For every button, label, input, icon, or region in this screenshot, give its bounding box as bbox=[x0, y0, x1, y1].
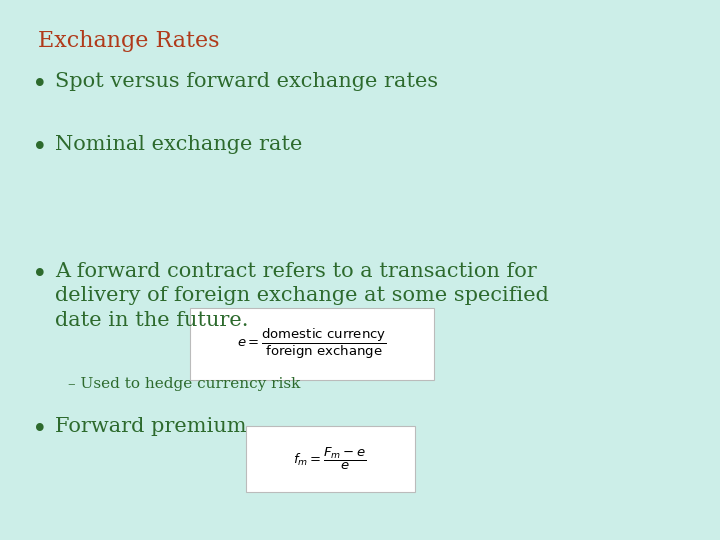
Text: Nominal exchange rate: Nominal exchange rate bbox=[55, 135, 302, 154]
Text: •: • bbox=[32, 72, 48, 97]
Text: Spot versus forward exchange rates: Spot versus forward exchange rates bbox=[55, 72, 438, 91]
Text: Exchange Rates: Exchange Rates bbox=[38, 30, 220, 52]
FancyBboxPatch shape bbox=[246, 426, 415, 492]
Text: •: • bbox=[32, 135, 48, 160]
FancyBboxPatch shape bbox=[190, 308, 434, 380]
Text: A forward contract refers to a transaction for
delivery of foreign exchange at s: A forward contract refers to a transacti… bbox=[55, 262, 549, 329]
Text: Forward premium: Forward premium bbox=[55, 417, 247, 436]
Text: •: • bbox=[32, 417, 48, 442]
Text: $e = \dfrac{\mathrm{domestic\ currency}}{\mathrm{foreign\ exchange}}$: $e = \dfrac{\mathrm{domestic\ currency}}… bbox=[237, 327, 387, 361]
Text: $f_m = \dfrac{F_m - e}{e}$: $f_m = \dfrac{F_m - e}{e}$ bbox=[293, 446, 367, 472]
Text: – Used to hedge currency risk: – Used to hedge currency risk bbox=[68, 377, 300, 391]
Text: •: • bbox=[32, 262, 48, 287]
